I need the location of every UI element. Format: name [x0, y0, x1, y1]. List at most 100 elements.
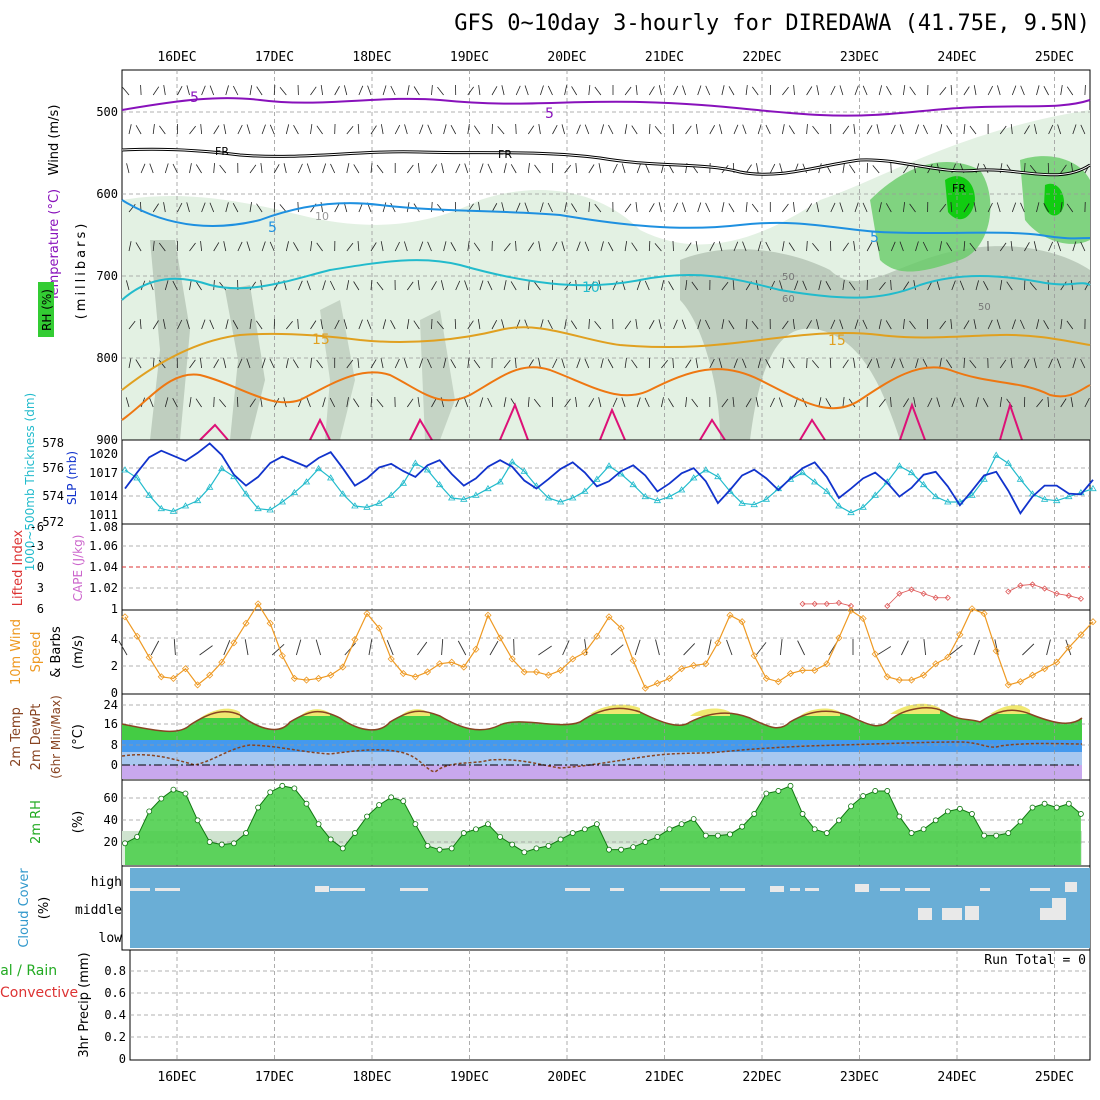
wind-barb [886, 86, 892, 96]
wind-barb [745, 85, 748, 96]
rh-2m-point [364, 813, 370, 820]
wind-barb [672, 357, 674, 369]
wind-barb [370, 359, 377, 369]
wind-barb [890, 124, 896, 135]
wind-barb [376, 164, 384, 174]
temp-tick-0: 0 [111, 758, 118, 772]
thickness-slp-panel: 578 576 574 572 1020 1017 1014 1011 1000… [23, 393, 1097, 571]
wind-barb [149, 397, 154, 408]
wind-barb [959, 397, 965, 408]
wind-10m-barb [900, 640, 909, 656]
label-millibars: (millibars) [74, 221, 89, 320]
wind-barb [564, 398, 571, 408]
wind-barb [1084, 397, 1090, 408]
isotherm-cyan [121, 259, 1091, 301]
wind-barb [417, 397, 420, 408]
cape-point [1041, 585, 1048, 592]
wind-barb [237, 124, 243, 135]
wind-barb [177, 85, 183, 96]
thickness-point [508, 458, 516, 465]
wind-barb [741, 358, 747, 369]
wind-barb [357, 241, 360, 252]
wind-barb [370, 280, 373, 291]
wind-barb [648, 240, 651, 252]
wind-barb [223, 241, 227, 252]
wind-speed-point [774, 678, 782, 686]
wind-10m-barb [173, 639, 176, 656]
wind-barb [1010, 358, 1013, 369]
wind-speed-point [581, 648, 589, 657]
wind-barb [297, 318, 299, 330]
rh-2m-point [533, 845, 540, 852]
rh-2m-point [182, 790, 189, 797]
wind-10m-barb [223, 639, 231, 656]
wind-barb [135, 125, 142, 135]
wind-barb [269, 241, 275, 252]
rh-2m-point [1005, 830, 1012, 836]
rh-2m-point [920, 826, 927, 833]
wind-barb [140, 163, 146, 174]
thickness-point [810, 478, 819, 485]
rh-2m-panel: 60 40 20 2m RH (%) [29, 779, 1091, 867]
wind-barb [1024, 125, 1030, 135]
thickness-point [738, 499, 746, 506]
wind-barb [866, 358, 873, 369]
wind-barb [540, 85, 544, 96]
wind-barb [394, 241, 400, 252]
wind-barb [413, 320, 420, 330]
wind-barb [765, 241, 771, 252]
wind-barb [293, 125, 299, 135]
wind-barb [515, 202, 521, 213]
wind-barb [673, 319, 678, 330]
thickness-point [689, 474, 698, 481]
temp-gridlines [122, 694, 1090, 780]
wind-speed-point [653, 679, 661, 687]
wind-barb [999, 242, 1007, 252]
thickness-point [859, 503, 867, 510]
wind-barb [876, 358, 880, 369]
contour-label-60: 60 [782, 294, 795, 305]
wind-barb [419, 241, 424, 252]
wind-barb [279, 86, 287, 96]
wind-barb [1043, 320, 1049, 330]
wind-barb [186, 202, 190, 213]
wind-barb [246, 358, 251, 369]
wind-10m-barb [923, 639, 927, 656]
wind-barb [816, 202, 820, 213]
wind-barb [186, 319, 190, 330]
wind-barb [983, 280, 989, 291]
wind-barb [547, 202, 553, 213]
date-label-bottom: 17DEC [255, 1070, 294, 1085]
wind-barb [728, 203, 735, 213]
wind-barb [685, 397, 688, 408]
wind-barb [1010, 241, 1013, 252]
date-label-top: 20DEC [547, 50, 586, 65]
wind-barb [575, 397, 578, 408]
wind-gridlines [122, 610, 1090, 694]
wind-barb [126, 280, 130, 291]
wind-barb [732, 280, 735, 291]
wind-barb [661, 280, 665, 291]
wind-barb [996, 202, 1001, 213]
wind-barb [745, 398, 752, 408]
wind-barb [534, 281, 541, 291]
wind-speed-point [895, 676, 903, 684]
thickness-point [399, 479, 408, 486]
wind-barb [540, 319, 544, 330]
wind-barb [721, 202, 725, 213]
wind-speed-point [278, 652, 286, 660]
wind-barb [751, 203, 759, 213]
temp-max-line [121, 707, 1083, 733]
wind-barb [903, 319, 905, 330]
rh-2m-point [460, 830, 467, 836]
wind-barb [479, 397, 484, 408]
thickness-point [133, 474, 141, 481]
cape-point [847, 602, 855, 610]
wind-barb [552, 241, 558, 252]
wind-speed-point [508, 655, 516, 663]
wind-speed-point [121, 613, 129, 621]
wind-barb [903, 85, 906, 96]
rh-2m-point [218, 841, 225, 848]
label-rh-unit: (%) [71, 811, 86, 834]
wind-speed-point [992, 647, 1000, 655]
